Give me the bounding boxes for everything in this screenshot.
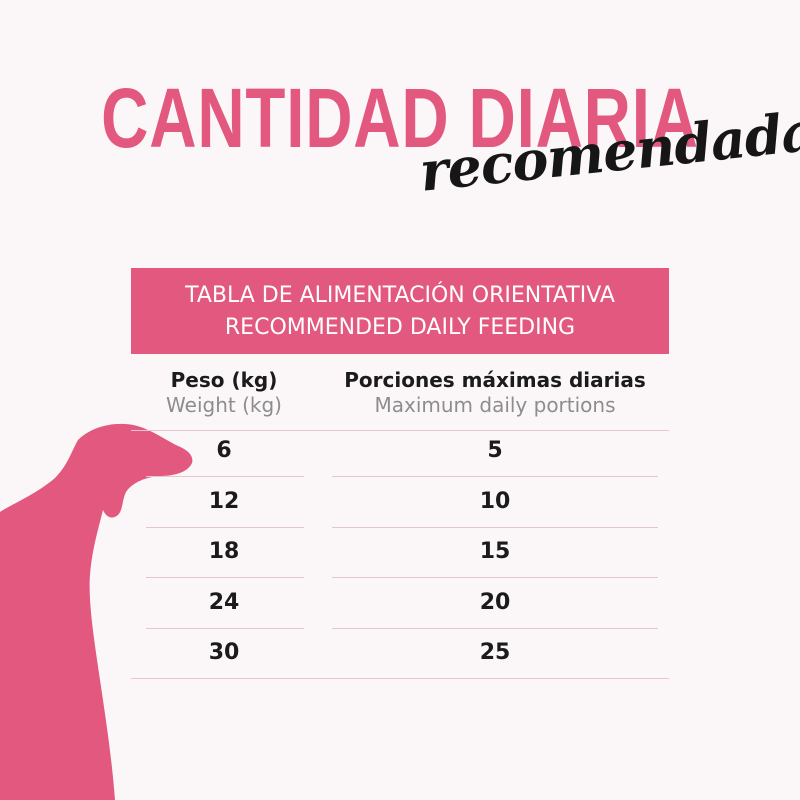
column-header-portions-en: Maximum daily portions bbox=[374, 393, 616, 417]
column-header-weight-es: Peso (kg) bbox=[170, 368, 278, 392]
weight-cell: 24 bbox=[208, 589, 240, 615]
weight-cell: 6 bbox=[216, 438, 232, 463]
portions-cell: 15 bbox=[479, 539, 511, 564]
row-divider bbox=[332, 476, 658, 477]
page-title: CANTIDAD DIARIA bbox=[101, 71, 699, 165]
row-divider bbox=[332, 577, 658, 578]
column-header-portions-es: Porciones máximas diarias bbox=[344, 368, 646, 392]
row-divider bbox=[332, 627, 658, 629]
row-divider bbox=[146, 526, 304, 528]
column-header-portions: Porciones máximas diarias Maximum daily … bbox=[322, 368, 668, 418]
portions-cell: 5 bbox=[487, 438, 503, 463]
portions-cell: 10 bbox=[479, 488, 511, 514]
weight-cell: 12 bbox=[208, 488, 240, 514]
table-banner: TABLA DE ALIMENTACIÓN ORIENTATIVA RECOMM… bbox=[131, 268, 669, 354]
column-header-weight: Peso (kg) Weight (kg) bbox=[131, 368, 317, 418]
row-divider bbox=[131, 678, 669, 679]
column-header-weight-en: Weight (kg) bbox=[166, 393, 282, 417]
header-divider bbox=[131, 430, 669, 431]
row-divider bbox=[146, 627, 304, 629]
row-divider bbox=[146, 577, 304, 578]
banner-line-english: RECOMMENDED DAILY FEEDING bbox=[224, 315, 576, 340]
portions-cell: 20 bbox=[479, 589, 511, 615]
portions-cell: 25 bbox=[479, 640, 511, 665]
weight-cell: 30 bbox=[208, 640, 240, 665]
row-divider bbox=[332, 526, 658, 528]
weight-cell: 18 bbox=[208, 539, 240, 564]
row-divider bbox=[146, 476, 304, 477]
banner-line-spanish: TABLA DE ALIMENTACIÓN ORIENTATIVA bbox=[185, 283, 615, 308]
